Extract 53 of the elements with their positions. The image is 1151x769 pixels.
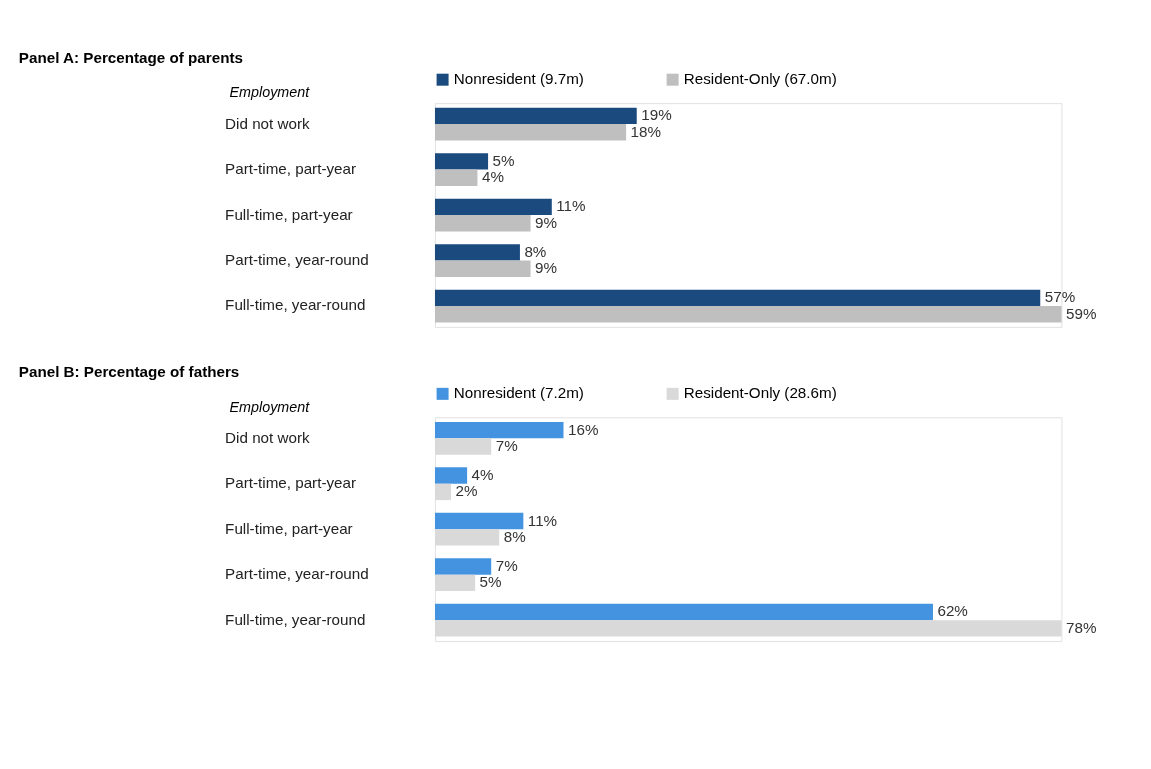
- y-tick-label: Did not work: [225, 114, 310, 132]
- data-label: 5%: [479, 573, 502, 591]
- bar: [434, 169, 478, 186]
- data-label: 2%: [455, 482, 478, 500]
- data-label: 62%: [937, 602, 968, 620]
- data-label: 8%: [524, 242, 547, 260]
- bar: [434, 153, 489, 170]
- data-label: 7%: [495, 436, 518, 454]
- legend-label: Resident-Only (67.0m): [683, 70, 837, 88]
- bar: [434, 124, 627, 141]
- legend-label: Nonresident (7.2m): [453, 384, 584, 402]
- bar: [434, 289, 1041, 307]
- bar: [434, 467, 468, 484]
- data-label: 57%: [1044, 288, 1076, 306]
- y-tick-label: Part-time, year-round: [225, 565, 369, 583]
- bar: [434, 215, 531, 232]
- text: Panel A: Percentage of parents: [18, 48, 243, 66]
- bar: [434, 107, 637, 125]
- data-label: 9%: [535, 213, 558, 231]
- data-label: 11%: [556, 197, 586, 215]
- text: Panel B: Percentage of fathers: [18, 363, 240, 381]
- data-label: 8%: [503, 527, 526, 545]
- y-tick-label: Full-time, year-round: [225, 610, 366, 628]
- bar: [434, 260, 531, 277]
- bar: [434, 198, 552, 216]
- bar: [434, 512, 524, 530]
- data-label: 18%: [630, 122, 662, 140]
- y-tick-label: Did not work: [225, 428, 310, 446]
- data-label: 7%: [495, 556, 518, 574]
- bar: [434, 603, 933, 621]
- data-label: 5%: [492, 151, 515, 169]
- data-label: 4%: [471, 466, 494, 484]
- y-tick-label: Full-time, part-year: [225, 205, 353, 223]
- data-label: 4%: [481, 168, 504, 186]
- legend-label: Nonresident (9.7m): [453, 70, 584, 88]
- legend-label: Resident-Only (28.6m): [683, 384, 837, 402]
- y-tick-label: Part-time, year-round: [225, 251, 369, 269]
- data-label: 19%: [641, 106, 672, 124]
- data-label: 11%: [527, 511, 558, 529]
- bar: [434, 558, 492, 575]
- data-label: 16%: [567, 420, 599, 438]
- bar: [434, 421, 564, 439]
- bar: [434, 244, 520, 261]
- y-axis-title: Employment: [229, 398, 311, 415]
- bar: [434, 306, 1062, 323]
- y-axis-title: Employment: [229, 84, 311, 101]
- y-tick-label: Full-time, year-round: [225, 296, 366, 314]
- data-label: 9%: [535, 259, 558, 277]
- y-tick-label: Part-time, part-year: [225, 474, 357, 492]
- y-tick-label: Part-time, part-year: [225, 160, 357, 178]
- data-label: 59%: [1065, 304, 1097, 322]
- data-label: 78%: [1065, 618, 1097, 636]
- y-tick-label: Full-time, part-year: [225, 519, 353, 537]
